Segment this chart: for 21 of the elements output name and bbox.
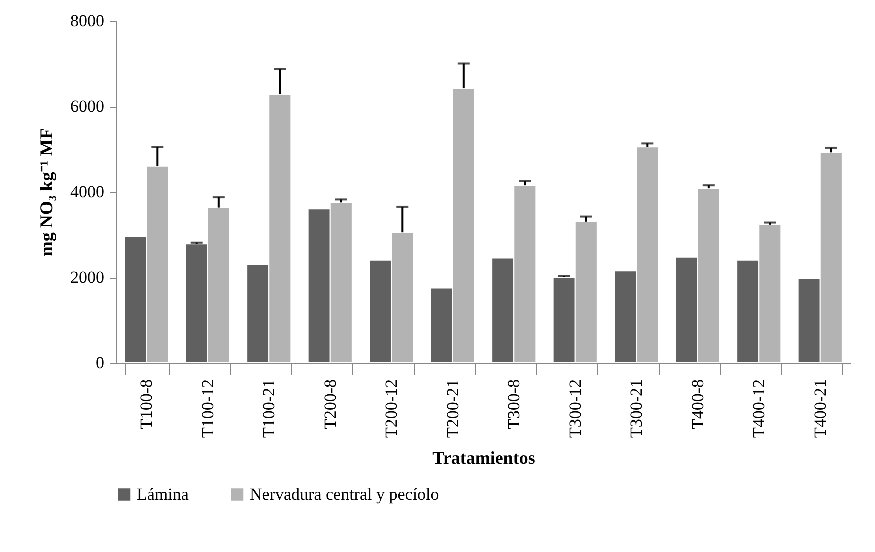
y-tick-label: 0	[96, 354, 104, 372]
x-tick-label: T300-8	[504, 380, 524, 430]
x-tick-label: T100-21	[260, 380, 279, 438]
x-tick-label: T300-12	[566, 380, 585, 438]
legend-label: Nervadura central y pecíolo	[250, 484, 440, 504]
x-tick-label: T200-12	[382, 380, 402, 438]
x-tick-label: T300-21	[627, 380, 646, 438]
y-tick-label: 2000	[70, 268, 104, 287]
y-tick-label: 8000	[70, 12, 104, 30]
x-tick-label: T400-21	[810, 380, 830, 438]
x-axis-title: Tratamientos	[432, 448, 536, 468]
x-tick-label: T200-21	[443, 380, 462, 438]
x-tick-label: T100-8	[137, 380, 156, 430]
y-tick-label: 6000	[70, 97, 104, 116]
x-tick-label: T200-8	[320, 380, 340, 430]
y-axis-title: mg NO₃ kg⁻¹ MF	[36, 128, 56, 257]
legend-label: Lámina	[137, 484, 190, 504]
x-tick-label: T100-12	[198, 380, 218, 438]
x-tick-label: T400-12	[750, 380, 769, 438]
x-tick-label: T400-8	[688, 380, 708, 430]
y-tick-label: 4000	[70, 182, 104, 202]
